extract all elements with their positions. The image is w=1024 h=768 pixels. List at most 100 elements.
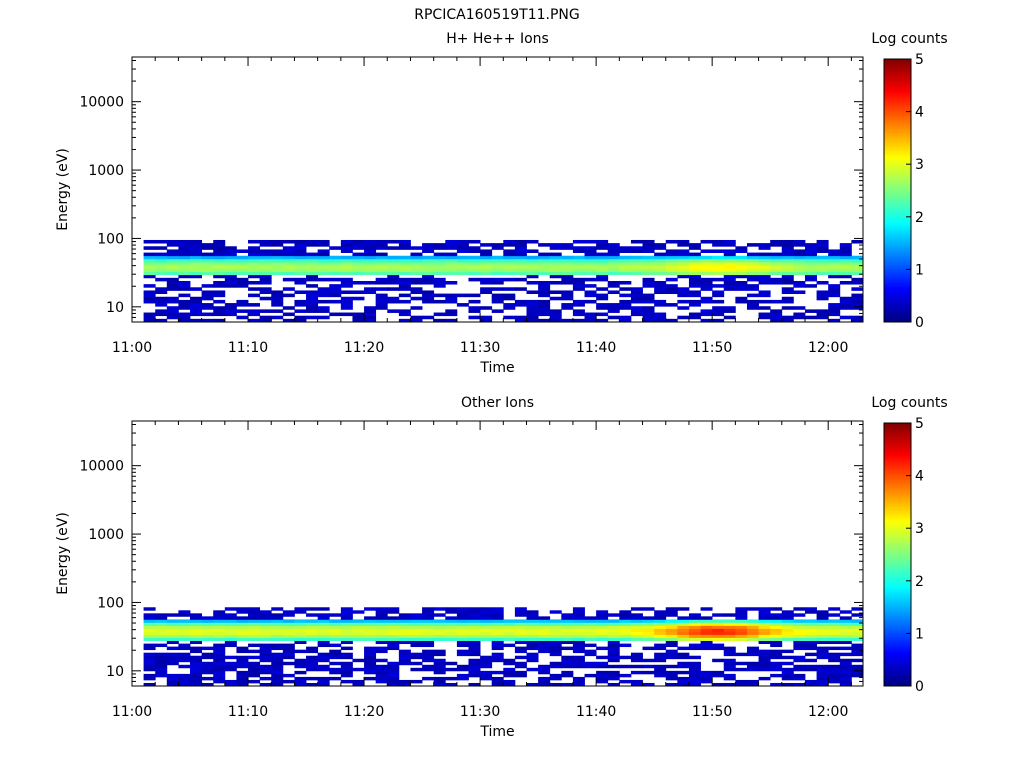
heatmap-cell	[665, 634, 678, 638]
heatmap-cell	[282, 619, 295, 623]
colorbar-segment	[884, 100, 911, 104]
heatmap-cell	[781, 249, 794, 253]
colorbar-segment	[884, 157, 911, 161]
heatmap-cell	[758, 661, 771, 666]
colorbar-segment	[884, 181, 911, 185]
heatmap-cell	[549, 280, 562, 285]
colorbar-segment	[884, 113, 911, 117]
heatmap-cell	[143, 652, 156, 657]
heatmap-cell	[282, 252, 295, 257]
heatmap-cell	[793, 613, 806, 617]
heatmap-cell	[677, 607, 690, 611]
heatmap-cell	[642, 616, 655, 620]
heatmap-cell	[375, 293, 388, 298]
heatmap-cell	[781, 262, 794, 266]
heatmap-cell	[155, 673, 168, 678]
heatmap-cell	[607, 303, 620, 307]
heatmap-cell	[526, 682, 539, 687]
heatmap-cell	[839, 628, 852, 632]
heatmap-cell	[630, 634, 643, 638]
heatmap-cell	[758, 649, 771, 654]
heatmap-cell	[584, 652, 597, 657]
heatmap-cell	[526, 634, 539, 638]
heatmap-cell	[329, 670, 342, 675]
heatmap-cell	[793, 290, 806, 295]
heatmap-cell	[770, 262, 783, 266]
heatmap-cell	[178, 287, 191, 291]
heatmap-cell	[607, 613, 620, 617]
colorbar-segment	[884, 536, 911, 540]
heatmap-cell	[596, 646, 609, 651]
heatmap-cell	[155, 239, 168, 244]
heatmap-cell	[514, 610, 527, 614]
heatmap-cell	[758, 640, 771, 645]
heatmap-cell	[735, 628, 748, 632]
heatmap-cell	[677, 664, 690, 669]
heatmap-cell	[735, 634, 748, 638]
heatmap-cell	[781, 655, 794, 660]
heatmap-cell	[688, 315, 701, 320]
heatmap-cell	[607, 246, 620, 250]
heatmap-cell	[248, 309, 261, 313]
heatmap-cell	[549, 664, 562, 669]
heatmap-cell	[398, 280, 411, 285]
heatmap-cell	[712, 619, 725, 623]
heatmap-cell	[619, 616, 632, 620]
heatmap-cell	[201, 262, 214, 266]
heatmap-cell	[758, 252, 771, 257]
heatmap-cell	[723, 646, 736, 651]
heatmap-cell	[770, 299, 783, 304]
heatmap-cell	[340, 607, 353, 611]
heatmap-cell	[190, 667, 203, 672]
heatmap-cell	[665, 640, 678, 645]
heatmap-cell	[514, 673, 527, 678]
heatmap-cell	[340, 616, 353, 620]
colorbar-segment	[884, 269, 911, 273]
heatmap-cell	[688, 293, 701, 298]
heatmap-cell	[387, 246, 400, 250]
heatmap-cell	[294, 318, 307, 323]
heatmap-cell	[201, 631, 214, 635]
heatmap-cell	[224, 262, 237, 266]
heatmap-cell	[259, 287, 272, 291]
colorbar-segment	[884, 96, 911, 99]
heatmap-cell	[178, 293, 191, 298]
heatmap-cell	[793, 676, 806, 681]
heatmap-cell	[619, 634, 632, 638]
heatmap-cell	[364, 616, 377, 620]
heatmap-cell	[294, 252, 307, 257]
heatmap-cell	[236, 271, 249, 276]
heatmap-cell	[758, 610, 771, 614]
heatmap-cell	[607, 682, 620, 687]
heatmap-cell	[155, 631, 168, 635]
heatmap-cell	[271, 255, 284, 260]
heatmap-cell	[166, 673, 179, 678]
heatmap-cell	[201, 646, 214, 651]
heatmap-cell	[804, 640, 817, 645]
heatmap-cell	[723, 280, 736, 285]
heatmap-cell	[375, 258, 388, 263]
heatmap-cell	[712, 658, 725, 663]
heatmap-cell	[596, 655, 609, 660]
heatmap-cell	[143, 239, 156, 244]
heatmap-cell	[804, 255, 817, 260]
heatmap-cell	[201, 682, 214, 687]
heatmap-cell	[387, 258, 400, 263]
heatmap-cell	[677, 652, 690, 657]
heatmap-cell	[677, 670, 690, 675]
heatmap-cell	[839, 265, 852, 269]
heatmap-cell	[398, 658, 411, 663]
heatmap-cell	[549, 290, 562, 295]
heatmap-cell	[596, 634, 609, 638]
heatmap-cell	[770, 655, 783, 660]
heatmap-cell	[166, 280, 179, 285]
heatmap-cell	[468, 293, 481, 298]
heatmap-cell	[572, 655, 585, 660]
colorbar-segment	[884, 604, 911, 608]
heatmap-cell	[735, 667, 748, 672]
heatmap-cell	[271, 673, 284, 678]
heatmap-cell	[665, 271, 678, 276]
heatmap-cell	[596, 268, 609, 272]
heatmap-cell	[851, 277, 864, 282]
heatmap-cell	[491, 613, 504, 617]
